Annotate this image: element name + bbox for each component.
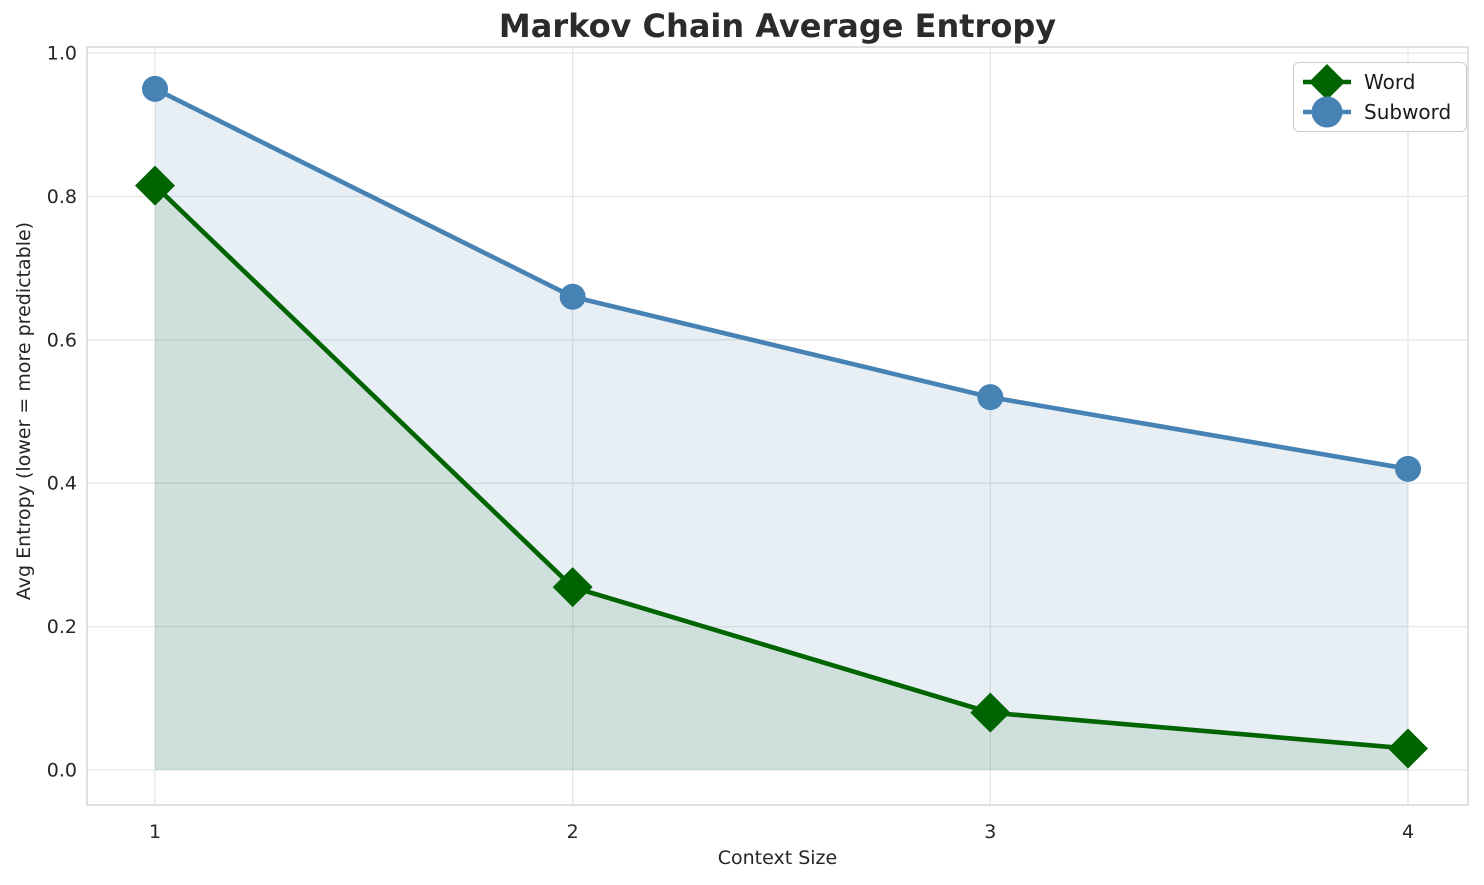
x-tick-label: 3 bbox=[984, 821, 996, 843]
y-tick-label: 0.8 bbox=[47, 186, 77, 208]
subword-marker-circle bbox=[977, 384, 1004, 411]
word-marker-diamond bbox=[135, 165, 175, 206]
x-tick-label: 2 bbox=[567, 821, 579, 843]
word-marker-diamond bbox=[552, 567, 593, 608]
legend: Word Subword bbox=[1293, 62, 1468, 132]
word-diamond-marker-icon bbox=[1303, 64, 1351, 100]
y-tick-label: 0.0 bbox=[47, 760, 77, 782]
legend-item-subword: Subword bbox=[1302, 96, 1452, 128]
subword-circle-marker-icon bbox=[1303, 96, 1351, 128]
x-axis-label: Context Size bbox=[717, 847, 838, 869]
subword-line bbox=[152, 86, 1411, 472]
word-area-fill bbox=[155, 185, 1409, 770]
word-line bbox=[152, 183, 1411, 751]
y-tick-label: 0.4 bbox=[47, 473, 77, 495]
legend-item-word: Word bbox=[1302, 64, 1451, 100]
y-tick-label: 1.0 bbox=[47, 43, 77, 65]
subword-marker-circle bbox=[1395, 455, 1422, 482]
chart-title: Markov Chain Average Entropy bbox=[498, 7, 1057, 45]
subword-area-fill bbox=[155, 88, 1409, 771]
x-tick-label: 1 bbox=[149, 821, 161, 843]
legend-label-subword: Subword bbox=[1364, 100, 1452, 124]
subword-marker-circle bbox=[559, 283, 586, 310]
y-tick-label: 0.2 bbox=[47, 616, 77, 638]
word-marker-diamond bbox=[970, 692, 1011, 733]
subword-marker-circle bbox=[142, 75, 168, 102]
plot-border bbox=[86, 46, 1469, 806]
x-tick-label: 4 bbox=[1402, 821, 1414, 843]
legend-label-word: Word bbox=[1364, 70, 1416, 94]
y-axis-label: Avg Entropy (lower = more predictable) bbox=[13, 221, 35, 601]
y-tick-label: 0.6 bbox=[47, 329, 77, 351]
word-marker-diamond bbox=[1388, 728, 1429, 769]
